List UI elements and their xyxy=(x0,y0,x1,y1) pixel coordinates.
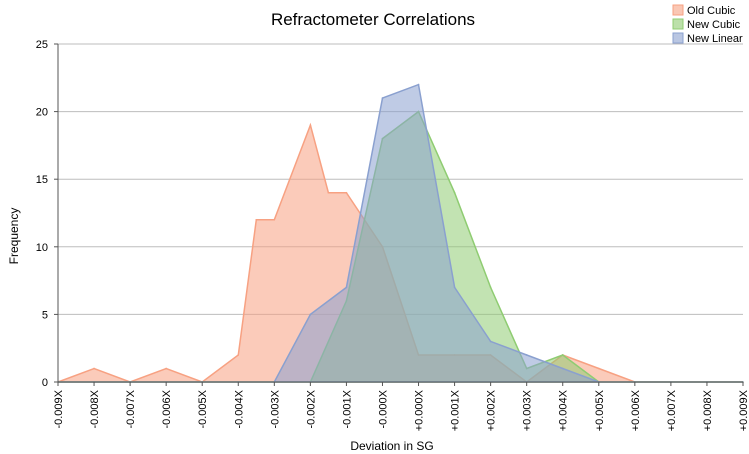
data-point xyxy=(381,97,384,99)
x-tick-label: +0.009X xyxy=(738,389,749,431)
y-tick-label: 10 xyxy=(36,242,48,254)
x-tick-label: +0.007X xyxy=(666,389,678,431)
y-tick-label: 0 xyxy=(42,377,48,389)
y-tick-label: 20 xyxy=(36,107,48,119)
data-point xyxy=(561,354,564,356)
data-point xyxy=(165,367,167,370)
legend-label: Old Cubic xyxy=(687,5,736,17)
data-point xyxy=(561,367,564,370)
data-point xyxy=(237,354,240,356)
x-axis-ticks: -0.009X -0.008X -0.007X -0.006X -0.005X -0.00… xyxy=(53,382,749,431)
x-tick-label: -0.004X xyxy=(233,389,245,428)
y-tick-label: 25 xyxy=(36,39,48,51)
legend: Old Cubic New Cubic New Linear xyxy=(672,4,743,45)
data-point xyxy=(453,286,456,289)
x-tick-label: +0.005X xyxy=(594,389,606,431)
x-tick-label: -0.007X xyxy=(125,389,137,428)
x-tick-label: +0.006X xyxy=(630,389,642,431)
x-axis-label: Deviation in SG xyxy=(350,439,433,453)
legend-swatch xyxy=(672,32,684,44)
data-point xyxy=(309,124,312,126)
data-point xyxy=(255,218,258,221)
data-point xyxy=(489,286,492,289)
x-tick-label: +0.008X xyxy=(702,389,714,431)
legend-swatch xyxy=(672,4,684,16)
x-tick-label: +0.004X xyxy=(558,389,570,431)
data-point xyxy=(525,354,528,356)
data-point xyxy=(93,367,95,370)
data-point xyxy=(453,191,456,194)
x-tick-label: +0.000X xyxy=(414,389,426,431)
x-tick-label: -0.001X xyxy=(341,389,353,428)
x-tick-label: +0.003X xyxy=(522,389,534,431)
y-axis-label: Frequency xyxy=(7,208,21,265)
x-tick-label: -0.006X xyxy=(161,389,173,428)
data-point xyxy=(309,313,312,316)
y-tick-label: 15 xyxy=(36,174,48,186)
data-point xyxy=(489,340,492,343)
data-point xyxy=(417,83,420,86)
x-tick-label: -0.002X xyxy=(305,389,317,428)
x-tick-label: -0.009X xyxy=(53,389,65,428)
legend-label: New Linear xyxy=(687,33,743,45)
data-point xyxy=(597,367,600,370)
legend-swatch xyxy=(672,18,684,30)
data-point xyxy=(345,286,348,289)
y-axis-ticks: 0 5 10 15 20 25 xyxy=(36,39,58,389)
y-tick-label: 5 xyxy=(42,309,48,321)
series-area-new-linear xyxy=(58,83,743,383)
chart-title: Refractometer Correlations xyxy=(271,10,475,29)
x-tick-label: -0.003X xyxy=(269,389,281,428)
plot-area xyxy=(57,83,744,383)
data-point xyxy=(345,191,348,194)
x-tick-label: -0.008X xyxy=(89,389,101,428)
x-tick-label: +0.002X xyxy=(486,389,498,431)
data-point xyxy=(327,191,330,194)
data-point xyxy=(273,218,276,221)
legend-label: New Cubic xyxy=(687,19,741,31)
x-tick-label: -0.005X xyxy=(197,389,209,428)
x-tick-label: -0.000X xyxy=(377,389,389,428)
x-tick-label: +0.001X xyxy=(450,389,462,431)
